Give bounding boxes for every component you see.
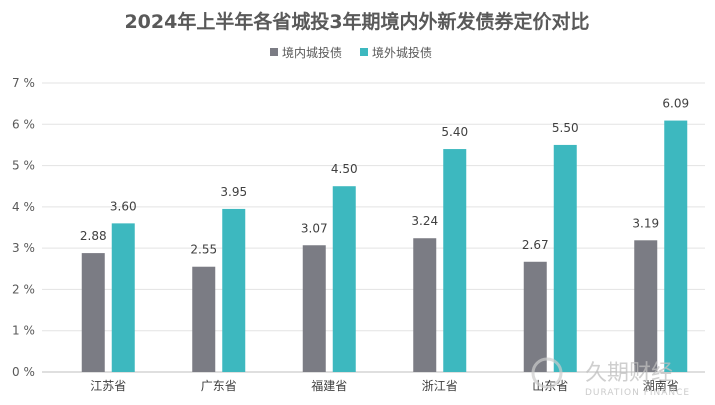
legend-swatch-domestic bbox=[270, 48, 278, 56]
bar-offshore bbox=[443, 149, 467, 372]
bar-offshore bbox=[664, 120, 688, 372]
x-tick-label: 福建省 bbox=[311, 378, 347, 393]
watermark-cn: 久期财经 bbox=[585, 361, 673, 386]
data-label: 2.67 bbox=[522, 238, 549, 252]
data-label: 3.19 bbox=[632, 216, 659, 230]
watermark-logo-icon bbox=[531, 357, 563, 389]
y-tick-label: 7 % bbox=[12, 76, 35, 90]
data-label: 3.60 bbox=[110, 199, 137, 213]
grid-lines bbox=[42, 82, 705, 373]
bar-domestic bbox=[634, 240, 658, 372]
bars bbox=[81, 120, 688, 372]
data-label: 4.50 bbox=[331, 162, 358, 176]
y-tick-label: 2 % bbox=[12, 282, 35, 296]
data-label: 6.09 bbox=[662, 97, 689, 111]
legend-swatch-offshore bbox=[360, 48, 368, 56]
watermark: 久期财经 DURATION FINANCE bbox=[531, 357, 690, 398]
legend: 境内城投债 境外城投债 bbox=[270, 45, 432, 60]
data-label: 2.55 bbox=[190, 243, 217, 257]
data-label: 2.88 bbox=[80, 229, 107, 243]
legend-label-domestic: 境内城投债 bbox=[282, 45, 342, 60]
bar-domestic bbox=[302, 245, 326, 372]
chart-title: 2024年上半年各省城投3年期境内外新发债券定价对比 bbox=[124, 10, 589, 33]
bar-domestic bbox=[192, 266, 216, 372]
data-label: 5.40 bbox=[441, 125, 468, 139]
watermark-en: DURATION FINANCE bbox=[585, 388, 690, 398]
value-labels: 2.88 3.60 2.55 3.95 3.07 4.50 3.24 5.40 2.67 5.50… bbox=[80, 97, 689, 257]
bar-domestic bbox=[413, 238, 437, 372]
y-tick-label: 1 % bbox=[12, 324, 35, 338]
bar-offshore bbox=[222, 208, 246, 372]
y-tick-label: 4 % bbox=[12, 200, 35, 214]
data-label: 3.95 bbox=[220, 185, 247, 199]
bar-domestic bbox=[81, 253, 105, 372]
bar-domestic bbox=[523, 261, 547, 372]
bar-offshore bbox=[111, 223, 135, 372]
data-label: 3.07 bbox=[301, 221, 328, 235]
y-tick-label: 6 % bbox=[12, 117, 35, 131]
y-tick-label: 0 % bbox=[12, 365, 35, 379]
x-tick-label: 浙江省 bbox=[422, 379, 458, 393]
bar-offshore bbox=[332, 186, 356, 372]
bar-offshore bbox=[553, 144, 577, 372]
legend-label-offshore: 境外城投债 bbox=[372, 45, 432, 60]
y-axis: 0 % 1 % 2 % 3 % 4 % 5 % 6 % 7 % bbox=[12, 76, 35, 379]
x-tick-label: 广东省 bbox=[201, 379, 237, 393]
x-tick-label: 江苏省 bbox=[90, 379, 126, 393]
data-label: 3.24 bbox=[411, 214, 438, 228]
y-tick-label: 5 % bbox=[12, 159, 35, 173]
x-tick-label: 湖南省 bbox=[643, 378, 679, 393]
x-axis: 江苏省 广东省 福建省 浙江省 山东省 湖南省 bbox=[90, 378, 679, 393]
y-tick-label: 3 % bbox=[12, 241, 35, 255]
data-label: 5.50 bbox=[552, 121, 579, 135]
